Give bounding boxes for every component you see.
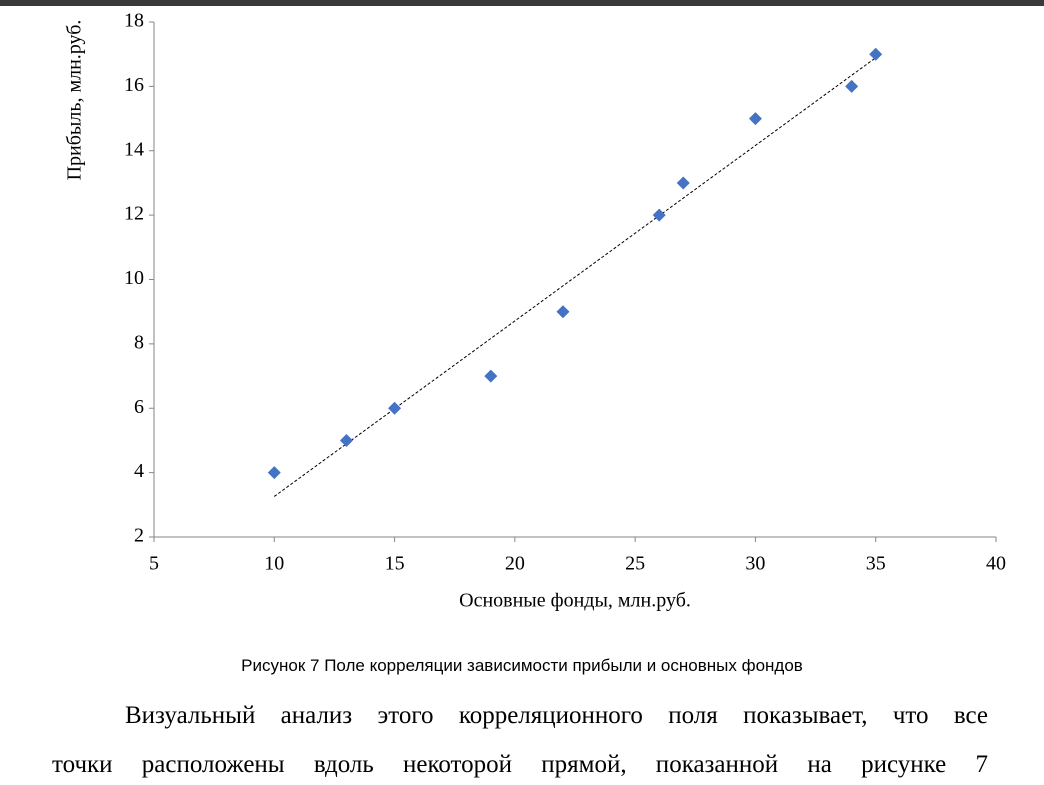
y-tick-label: 12 bbox=[124, 203, 144, 225]
x-tick-label: 25 bbox=[625, 553, 645, 575]
x-tick-label: 5 bbox=[149, 553, 159, 575]
y-tick-label: 16 bbox=[124, 74, 144, 96]
y-tick-label: 18 bbox=[124, 10, 144, 32]
x-tick-label: 40 bbox=[986, 553, 1006, 575]
paragraph-line: Визуальный анализ этого корреляционного … bbox=[125, 702, 988, 729]
trendline bbox=[273, 57, 877, 497]
point bbox=[267, 466, 281, 480]
chart: Основные фонды, млн.руб. Прибыль, млн.ру… bbox=[0, 0, 1044, 612]
point bbox=[869, 47, 883, 61]
x-tick-label: 35 bbox=[866, 553, 886, 575]
y-tick-label: 8 bbox=[134, 331, 144, 353]
y-axis-label: Прибыль, млн.руб. bbox=[64, 20, 86, 181]
x-tick-label: 10 bbox=[264, 553, 284, 575]
x-tick-label: 20 bbox=[505, 553, 525, 575]
point bbox=[676, 176, 690, 190]
point bbox=[339, 433, 353, 447]
y-tick-label: 14 bbox=[124, 138, 144, 160]
y-tick-label: 6 bbox=[134, 396, 144, 418]
y-tick-label: 4 bbox=[134, 460, 144, 482]
point bbox=[845, 79, 859, 93]
point bbox=[748, 112, 762, 126]
point bbox=[556, 305, 570, 319]
y-tick-label: 2 bbox=[134, 525, 144, 547]
top-bar bbox=[0, 0, 1044, 6]
figure-caption: Рисунок 7 Поле корреляции зависимости пр… bbox=[241, 656, 803, 675]
x-tick-label: 30 bbox=[745, 553, 765, 575]
x-axis-label: Основные фонды, млн.руб. bbox=[459, 590, 691, 612]
point bbox=[388, 401, 402, 415]
paragraph-line: точки расположены вдоль некоторой прямой… bbox=[52, 751, 988, 778]
x-tick-label: 15 bbox=[385, 553, 405, 575]
point bbox=[484, 369, 498, 383]
y-tick-label: 10 bbox=[124, 267, 144, 289]
point bbox=[652, 208, 666, 222]
